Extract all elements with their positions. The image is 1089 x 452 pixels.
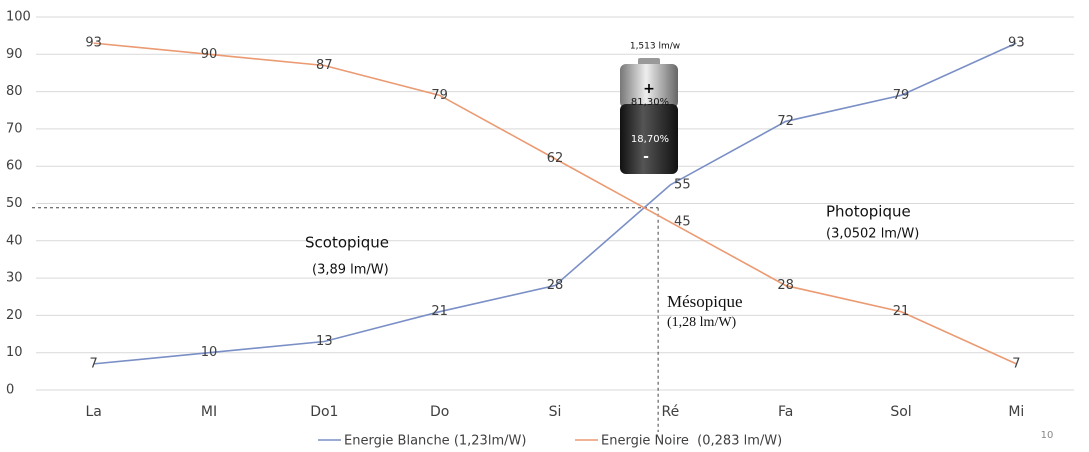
x-tick-label: Si bbox=[549, 404, 562, 420]
mesopique-label: Mésopique bbox=[667, 292, 743, 311]
page-number: 10 bbox=[1041, 430, 1054, 441]
battery-plus: + bbox=[643, 81, 655, 97]
series-line bbox=[93, 42, 1017, 365]
y-tick-label: 10 bbox=[6, 345, 23, 360]
mesopique-value: (1,28 lm/W) bbox=[667, 315, 737, 330]
data-label: 62 bbox=[547, 151, 564, 166]
y-tick-label: 40 bbox=[6, 233, 23, 248]
x-tick-label: MI bbox=[201, 404, 217, 420]
y-tick-label: 50 bbox=[6, 196, 23, 211]
data-label: 28 bbox=[777, 278, 794, 293]
data-label: 21 bbox=[893, 304, 910, 319]
data-label: 45 bbox=[674, 215, 691, 230]
data-label: 87 bbox=[316, 58, 333, 73]
x-tick-label: Mi bbox=[1008, 404, 1024, 420]
y-tick-label: 100 bbox=[6, 10, 31, 25]
scotopique-label: Scotopique bbox=[305, 234, 389, 252]
y-tick-label: 20 bbox=[6, 308, 23, 323]
data-label: 93 bbox=[1008, 36, 1025, 51]
y-tick-label: 90 bbox=[6, 47, 23, 62]
y-tick-label: 0 bbox=[6, 383, 14, 398]
data-label: 79 bbox=[431, 88, 448, 103]
battery-body bbox=[620, 104, 678, 174]
data-label: 90 bbox=[201, 47, 218, 62]
data-label: 55 bbox=[674, 177, 691, 192]
data-label: 10 bbox=[201, 345, 218, 360]
battery: 1,513 lm/w + 81,30% 18,70% - bbox=[620, 42, 680, 174]
data-label: 28 bbox=[547, 278, 564, 293]
data-label: 7 bbox=[90, 356, 98, 371]
data-label: 7 bbox=[1012, 356, 1020, 371]
data-label: 79 bbox=[893, 88, 910, 103]
battery-bottom-share: 18,70% bbox=[631, 134, 669, 145]
series-line bbox=[93, 42, 1017, 365]
y-tick-label: 30 bbox=[6, 271, 23, 286]
photopique-value: (3,0502 lm/W) bbox=[826, 227, 919, 242]
battery-top-share: 81,30% bbox=[631, 97, 669, 108]
scotopique-value: (3,89 lm/W) bbox=[312, 263, 389, 278]
data-label: 21 bbox=[431, 304, 448, 319]
data-label: 93 bbox=[85, 36, 102, 51]
battery-title: 1,513 lm/w bbox=[630, 42, 680, 52]
x-tick-label: Fa bbox=[778, 404, 793, 420]
x-tick-label: Sol bbox=[890, 404, 911, 420]
legend-label: Energie Blanche (1,23lm/W) bbox=[344, 434, 526, 449]
x-tick-label: Do1 bbox=[310, 404, 338, 420]
battery-cap bbox=[620, 64, 678, 108]
y-tick-label: 60 bbox=[6, 159, 23, 174]
plot: 0 10 20 30 40 50 60 70 80 90 100 La MI Do1 Do Si Ré Fa Sol… bbox=[6, 10, 1074, 449]
legend-label: Energie Noire (0,283 lm/W) bbox=[601, 434, 782, 449]
y-tick-label: 70 bbox=[6, 121, 23, 136]
y-tick-label: 80 bbox=[6, 84, 23, 99]
x-tick-label: Ré bbox=[661, 404, 679, 420]
photopique-label: Photopique bbox=[826, 203, 911, 221]
data-label: 72 bbox=[777, 114, 794, 129]
x-tick-label: Do bbox=[430, 404, 449, 420]
x-tick-label: La bbox=[85, 404, 101, 420]
data-label: 13 bbox=[316, 334, 333, 349]
battery-minus: - bbox=[643, 149, 649, 165]
